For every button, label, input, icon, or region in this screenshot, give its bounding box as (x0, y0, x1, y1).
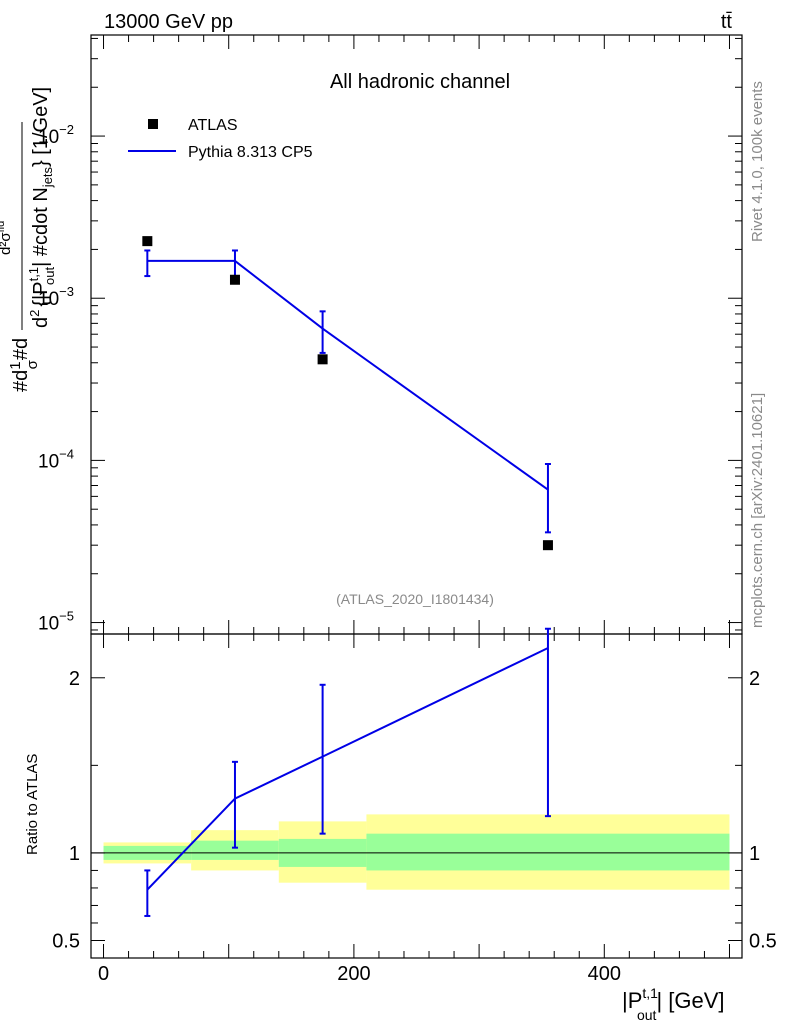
tick-exponent: −5 (59, 609, 74, 624)
ylabel-den-g: jets (40, 166, 55, 188)
ylabel-den-a: d (30, 317, 52, 328)
ratio-uncertainty-bands (91, 814, 742, 890)
xlabel-sup: t,1 (642, 985, 658, 1001)
legend-atlas-label: ATLAS (188, 117, 238, 134)
ylabel-d1: #d (10, 370, 32, 392)
ratio-y-tick-label: 2 (69, 668, 80, 690)
xlabel-sub: out (637, 1007, 657, 1023)
ylabel-frac1-num: 1 (7, 361, 24, 369)
atlas-data-point (229, 274, 240, 285)
energy-label: 13000 GeV pp (104, 11, 233, 33)
ratio-plot-frame (90, 633, 743, 959)
main-plot-title: All hadronic channel (330, 71, 510, 93)
main-y-axis-label: #d1σ#d (7, 338, 41, 392)
ylabel-frac2-num-sup: fid (0, 221, 7, 233)
atlas-data-point (317, 354, 328, 365)
xlabel-a: |P (622, 988, 642, 1013)
ratio-y-tick-label: 0.5 (52, 930, 80, 952)
ylabel-den-e: out (42, 266, 57, 284)
main-y-tick-label: 10−5 (38, 609, 74, 635)
tick-base: 10 (38, 289, 59, 310)
mcplots-label: mcplots.cern.ch [arXiv:2401.10621] (749, 393, 766, 628)
ylabel-frac1-den: σ (24, 359, 41, 369)
legend: ATLAS Pythia 8.313 CP5 (128, 117, 313, 161)
ratio-axis-ticks: 0.5 0.5 1 1 2 2 0 200 400 (52, 634, 777, 985)
ratio-y-tick-label-right: 0.5 (749, 930, 777, 952)
ratio-plot-marks (144, 627, 551, 917)
legend-pythia-label: Pythia 8.313 CP5 (188, 144, 313, 161)
main-axis-ticks: 10−210−310−410−5 (38, 35, 742, 635)
ratio-band-inner (191, 840, 279, 860)
main-y-tick-label: 10−2 (38, 122, 74, 148)
tick-exponent: −2 (59, 122, 74, 137)
ratio-band-inner (366, 833, 730, 871)
rivet-version-label: Rivet 4.1.0, 100k events (749, 81, 766, 242)
x-tick-label: 0 (98, 963, 109, 985)
main-y-tick-label: 10−4 (38, 446, 74, 472)
ratio-y-tick-label-right: 2 (749, 668, 760, 690)
analysis-tag: (ATLAS_2020_I1801434) (336, 591, 494, 607)
x-tick-label: 200 (337, 963, 370, 985)
atlas-data-point (542, 540, 553, 551)
ylabel-den-f: | #cdot N (30, 187, 52, 267)
main-y-tick-label: 10−3 (38, 284, 74, 310)
ratio-y-tick-label-right: 1 (749, 843, 760, 865)
ratio-y-axis-label: Ratio to ATLAS (24, 754, 41, 855)
pythia-line (147, 259, 549, 491)
atlas-data-point (142, 236, 153, 247)
tick-exponent: −4 (59, 446, 74, 461)
main-y-axis-label-den: d2 {|Pt,1out| #cdot Njets} [1/GeV] (26, 87, 57, 328)
main-plot-marks (142, 236, 553, 551)
ylabel-den-d: t,1 (26, 267, 41, 281)
xlabel-b: | [GeV] (656, 988, 724, 1013)
ratio-pythia-line (146, 647, 549, 891)
ratio-plot-panel: 0.5 0.5 1 1 2 2 0 200 400 Ratio to ATLAS |Pt,1 ou… (24, 627, 777, 1023)
process-label: tt̄ (721, 11, 733, 33)
ratio-y-tick-label: 1 (69, 843, 80, 865)
tick-base: 10 (38, 614, 59, 635)
ylabel-den-b: 2 (27, 310, 42, 317)
x-axis-label: |Pt,1 out| [GeV] (622, 985, 725, 1023)
main-y-axis-label-num: d²σfid (0, 221, 14, 255)
legend-atlas-marker (148, 119, 158, 129)
ylabel-den-c: {|P (30, 281, 52, 306)
x-tick-label: 400 (588, 963, 621, 985)
tick-exponent: −3 (59, 284, 74, 299)
tick-base: 10 (38, 451, 59, 472)
main-plot-panel: 10−210−310−410−5 All hadronic channel (A… (0, 34, 743, 635)
tick-base: 10 (38, 127, 59, 148)
ylabel-tail: } [1/GeV] (30, 87, 52, 167)
ylabel-d2: #d (10, 338, 32, 360)
ylabel-frac2-num: d²σ (0, 232, 14, 255)
